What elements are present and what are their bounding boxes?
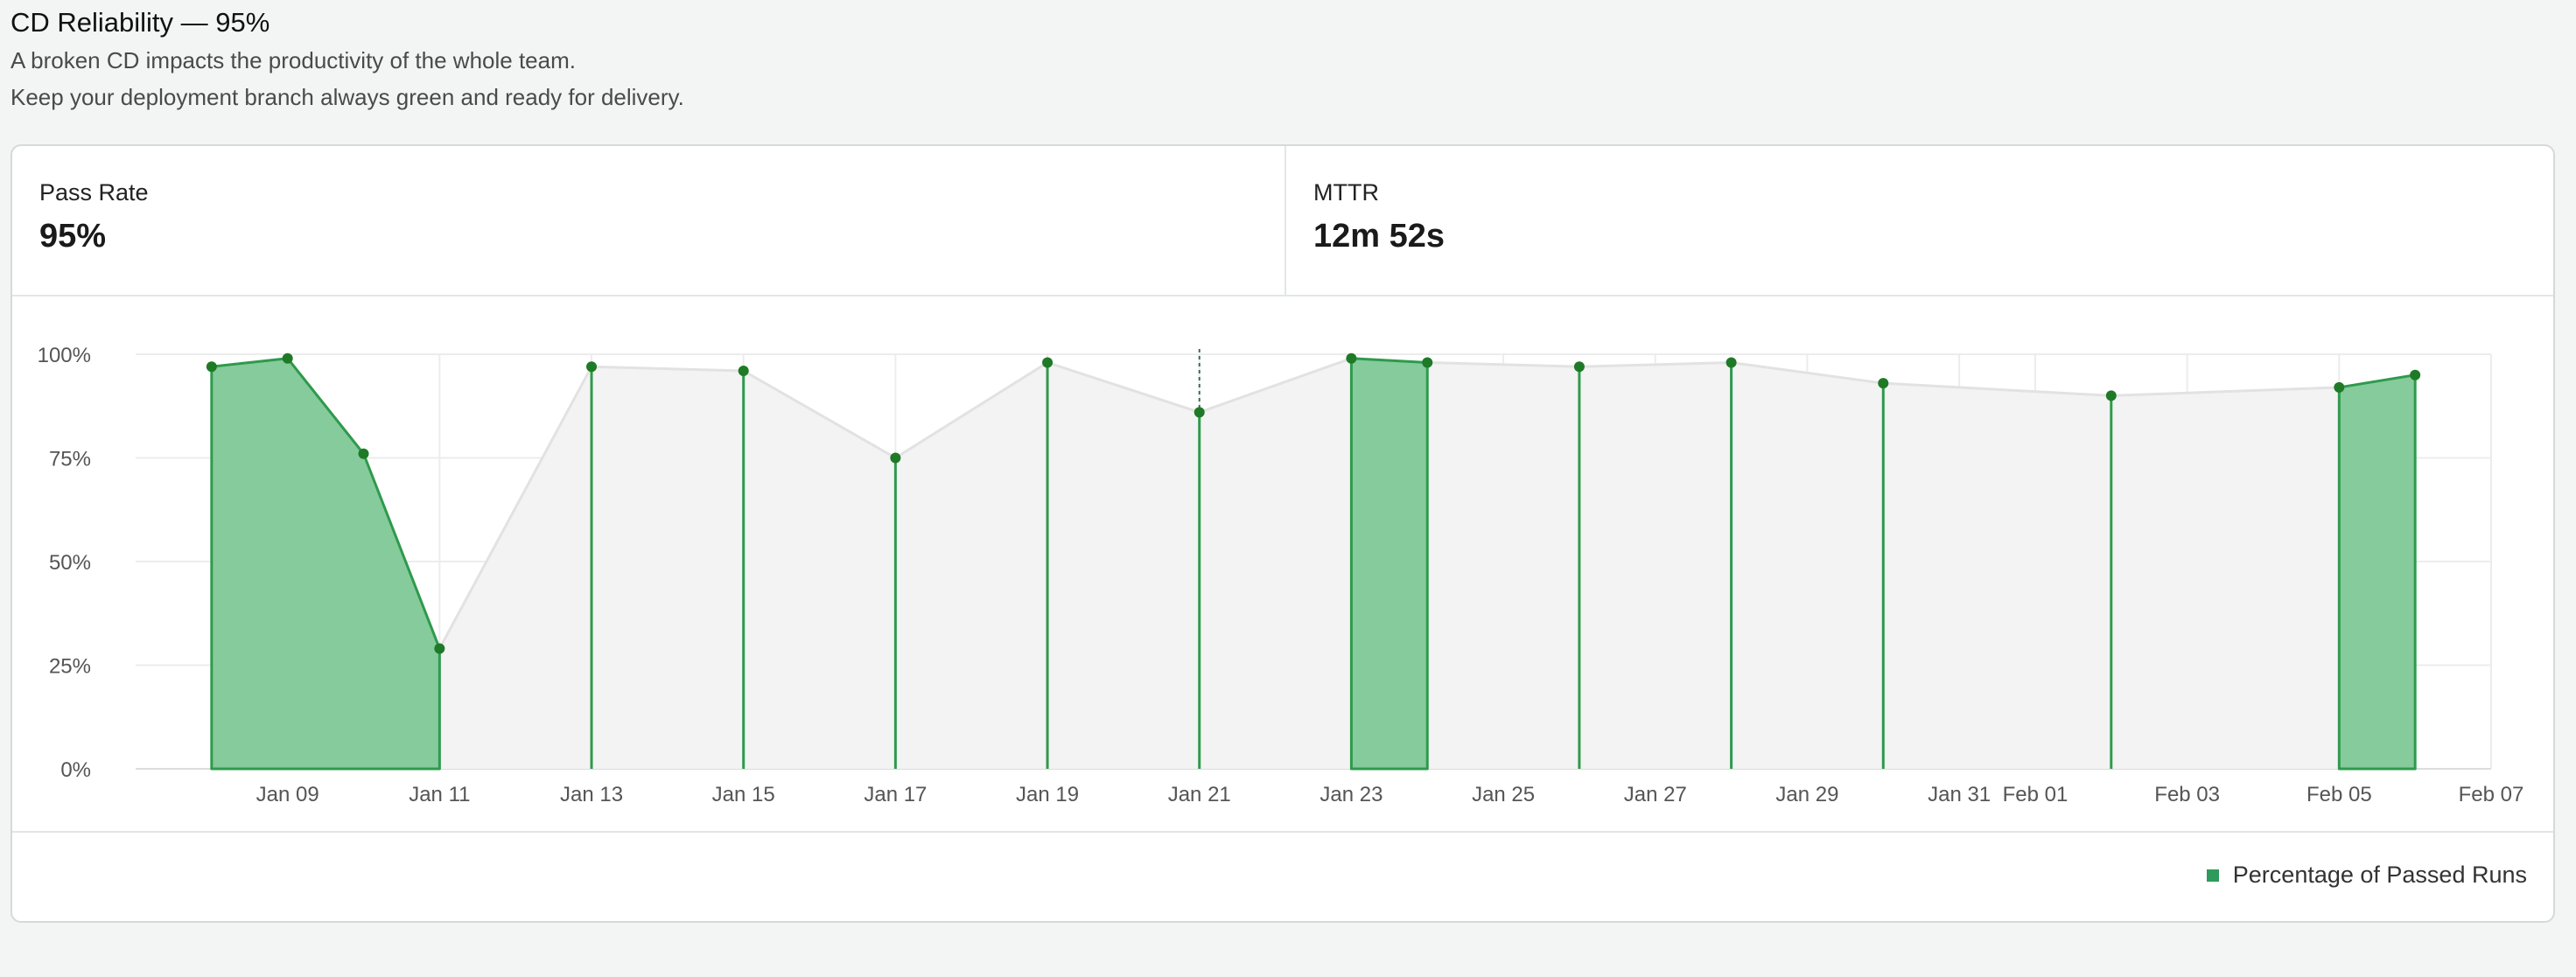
data-point xyxy=(2334,381,2345,393)
data-point xyxy=(2105,390,2117,401)
data-point xyxy=(1042,357,1054,368)
x-tick-label: Feb 07 xyxy=(2459,783,2524,806)
chart-legend[interactable]: Percentage of Passed Runs xyxy=(2206,862,2527,889)
x-tick-label: Jan 13 xyxy=(560,783,623,806)
y-tick-label: 0% xyxy=(60,758,91,782)
pass-area xyxy=(1349,357,1429,771)
data-point xyxy=(358,448,369,459)
data-point xyxy=(1422,357,1433,368)
legend-label: Percentage of Passed Runs xyxy=(2232,862,2527,888)
legend-swatch xyxy=(2206,869,2219,882)
x-tick-label: Feb 01 xyxy=(2003,783,2068,806)
x-tick-label: Jan 17 xyxy=(864,783,927,806)
x-tick-label: Jan 09 xyxy=(256,783,319,806)
y-tick-label: 50% xyxy=(49,551,91,575)
data-point xyxy=(1573,361,1585,373)
x-tick-label: Jan 29 xyxy=(1775,783,1838,806)
pass-rate-label: Pass Rate xyxy=(39,179,149,206)
data-point xyxy=(1878,378,1889,389)
y-tick-label: 25% xyxy=(49,655,91,679)
mttr-metric: MTTR 12m 52s xyxy=(1284,146,2560,295)
y-tick-label: 75% xyxy=(49,448,91,471)
y-tick-label: 100% xyxy=(38,344,91,367)
x-tick-label: Jan 23 xyxy=(1320,783,1382,806)
data-point xyxy=(890,452,901,464)
x-tick-label: Feb 05 xyxy=(2306,783,2372,806)
chart-area: 0% 25% 50% 75% 100% Jan 09 Jan 11 Jan 13 Jan 15 J… xyxy=(12,295,2553,977)
mttr-label: MTTR xyxy=(1313,179,1379,206)
legend-divider xyxy=(12,831,2553,833)
pass-rate-value: 95% xyxy=(39,218,107,255)
x-tick-label: Jan 25 xyxy=(1472,783,1535,806)
data-point xyxy=(2410,369,2421,380)
description-line-2: Keep your deployment branch always green… xyxy=(10,84,684,110)
data-point xyxy=(1726,357,1737,368)
description-line-1: A broken CD impacts the productivity of … xyxy=(10,47,576,73)
mttr-value: 12m 52s xyxy=(1313,218,1446,255)
x-tick-label: Feb 03 xyxy=(2154,783,2220,806)
data-point xyxy=(1194,407,1205,418)
pass-area xyxy=(2337,373,2417,771)
data-point xyxy=(434,643,445,654)
x-tick-label: Jan 11 xyxy=(409,783,470,806)
overall-area xyxy=(211,358,2416,769)
data-point xyxy=(586,361,598,373)
data-point xyxy=(1346,352,1357,364)
metrics-row: Pass Rate 95% MTTR 12m 52s xyxy=(12,146,2553,297)
page-title: CD Reliability — 95% xyxy=(10,7,270,38)
pass-rate-metric: Pass Rate 95% xyxy=(12,146,1286,295)
x-tick-label: Jan 21 xyxy=(1168,783,1231,806)
data-point xyxy=(738,365,749,376)
reliability-card: Pass Rate 95% MTTR 12m 52s 0% 25% 50% 75% 10… xyxy=(10,144,2555,923)
data-point xyxy=(282,352,293,364)
pass-area xyxy=(210,357,441,771)
x-tick-label: Jan 27 xyxy=(1624,783,1687,806)
data-point xyxy=(206,361,217,373)
x-tick-label: Jan 31 xyxy=(1928,783,1991,806)
x-tick-label: Jan 19 xyxy=(1016,783,1079,806)
x-tick-label: Jan 15 xyxy=(712,783,775,806)
page-header: CD Reliability — 95% A broken CD impacts… xyxy=(10,3,684,115)
pass-rate-chart: 0% 25% 50% 75% 100% Jan 09 Jan 11 Jan 13 Jan 15 J… xyxy=(38,344,2524,806)
